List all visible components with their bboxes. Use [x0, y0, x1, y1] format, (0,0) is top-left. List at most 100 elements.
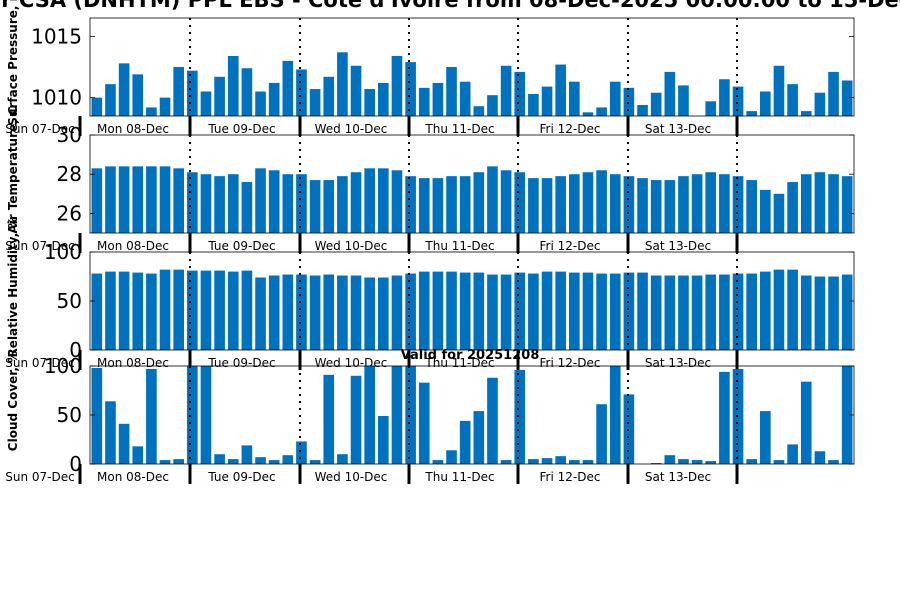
bar	[350, 172, 362, 233]
bar	[746, 180, 757, 233]
bar	[841, 176, 853, 233]
bar	[432, 82, 444, 116]
bar	[91, 97, 103, 117]
bar	[473, 106, 485, 116]
bar	[268, 460, 280, 464]
bar	[650, 275, 662, 350]
bar	[596, 404, 607, 464]
bar	[173, 459, 184, 464]
valid-date-label: Valid for 20251208	[401, 348, 540, 363]
bar	[760, 411, 771, 464]
bar	[487, 166, 498, 233]
bar	[418, 87, 430, 116]
bar	[800, 111, 812, 116]
bar	[227, 271, 239, 350]
plot-frame	[89, 17, 855, 117]
bar	[650, 463, 662, 464]
bar	[255, 168, 266, 233]
bar	[582, 112, 594, 116]
bar	[569, 460, 580, 464]
bar	[528, 459, 539, 464]
bar	[323, 180, 335, 233]
bar	[828, 174, 839, 233]
bar	[132, 74, 144, 116]
bar	[296, 274, 307, 350]
bar	[391, 170, 403, 233]
bar	[773, 460, 785, 464]
bar	[227, 55, 239, 116]
bar	[118, 166, 130, 233]
y-tick-label: 1015	[31, 24, 82, 48]
day-label: Thu 11-Dec	[424, 470, 494, 484]
bar	[569, 81, 580, 116]
bar	[487, 377, 498, 464]
day-label: Tue 09-Dec	[207, 239, 275, 253]
bar	[91, 168, 103, 233]
day-label: Fri 12-Dec	[540, 356, 601, 370]
bar	[569, 174, 580, 233]
bar	[705, 172, 717, 233]
day-label: Fri 12-Dec	[540, 122, 601, 136]
bar	[159, 97, 171, 117]
bar	[773, 65, 785, 116]
bar	[828, 71, 839, 116]
y-tick-label: 30	[57, 123, 82, 147]
bar	[459, 272, 471, 350]
bar	[664, 455, 676, 464]
plot-frame	[89, 134, 855, 234]
bar	[105, 271, 116, 350]
bar	[609, 366, 621, 464]
day-label: Tue 09-Dec	[207, 122, 275, 136]
bar	[214, 76, 225, 116]
bar	[214, 454, 225, 464]
bar	[773, 269, 785, 350]
bar	[487, 274, 498, 350]
day-label: Mon 08-Dec	[97, 470, 169, 484]
bar	[323, 374, 335, 464]
bar	[255, 91, 266, 116]
y-tick-label: 1010	[31, 86, 82, 110]
day-label: Thu 11-Dec	[424, 356, 494, 370]
bar	[459, 81, 471, 116]
bar	[814, 172, 826, 233]
y-axis-label: Air Temperature, C	[6, 106, 20, 234]
bar	[760, 91, 771, 116]
bar	[650, 180, 662, 233]
bar	[282, 60, 294, 117]
y-tick-label: 100	[44, 354, 82, 378]
bar	[91, 367, 103, 464]
bar	[787, 269, 798, 350]
bar	[705, 101, 717, 116]
bar	[678, 275, 689, 350]
bar	[296, 441, 307, 464]
bar	[173, 168, 184, 233]
bar	[637, 104, 648, 116]
bar	[787, 444, 798, 464]
bar	[118, 271, 130, 350]
bar	[732, 273, 744, 350]
bar	[173, 67, 184, 116]
bar	[609, 81, 621, 116]
bar	[841, 366, 853, 464]
y-axis-label: Relative Humidity, %	[6, 217, 20, 358]
bar	[459, 420, 471, 464]
bar	[650, 92, 662, 116]
bar	[705, 274, 717, 350]
bar	[514, 172, 526, 233]
bar	[609, 174, 621, 233]
bar	[596, 170, 607, 233]
bar	[800, 275, 812, 350]
bar	[418, 178, 430, 233]
bar	[746, 273, 757, 350]
bar	[732, 86, 744, 116]
bar	[664, 71, 676, 116]
day-label: Sat 13-Dec	[645, 470, 711, 484]
bar	[732, 368, 744, 464]
bar	[159, 166, 171, 233]
bar	[582, 460, 594, 464]
bar	[105, 401, 116, 464]
bar	[350, 275, 362, 350]
